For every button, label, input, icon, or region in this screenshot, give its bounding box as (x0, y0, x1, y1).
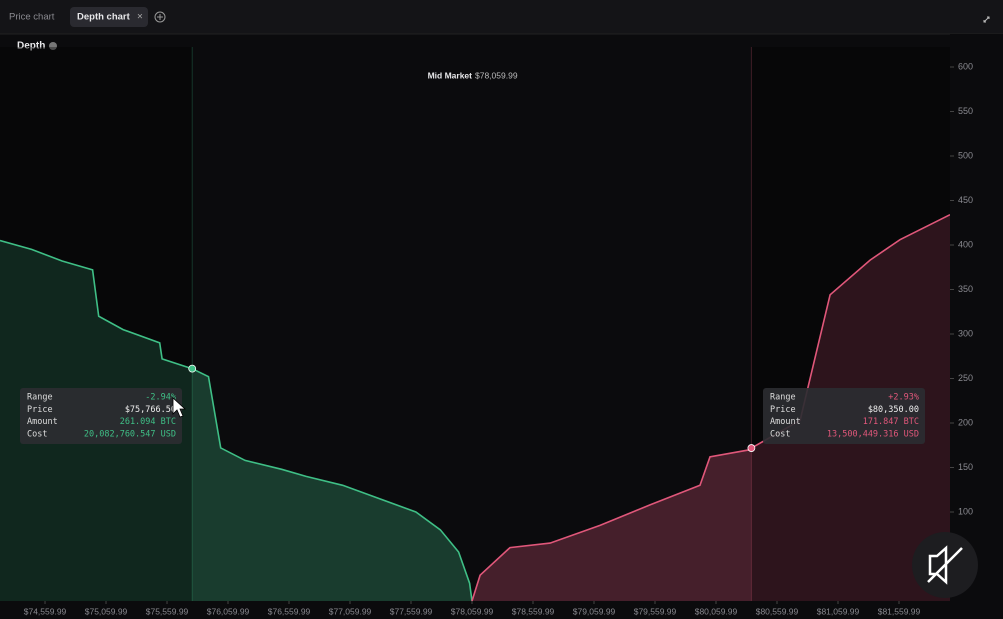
y-tick-label: 400 (958, 239, 973, 249)
y-tick-label: 500 (958, 150, 973, 160)
tooltip-value: -2.94% (145, 393, 176, 403)
x-tick-label: $81,059.99 (817, 606, 860, 616)
hover-point (747, 444, 756, 452)
tooltip-value: +2.93% (888, 393, 919, 403)
expand[interactable] (983, 16, 990, 23)
y-tick-label: 600 (958, 61, 973, 71)
cursor (172, 397, 187, 418)
y-tick-label: 100 (958, 506, 973, 516)
y-tick-label: 200 (958, 417, 973, 427)
active-tab[interactable] (70, 7, 148, 27)
tooltip-value: $80,350.00 (868, 405, 919, 415)
x-tick-label: $80,059.99 (695, 606, 738, 616)
mid-market-value: $78,059.99 (475, 70, 518, 80)
tooltip-key: Amount (27, 417, 58, 427)
tooltip-key: Cost (770, 429, 790, 439)
depth-area (0, 240, 472, 601)
tooltip (20, 388, 182, 444)
mute-icon (927, 545, 963, 585)
mid-market-label: Mid Market (428, 70, 473, 80)
y-tick-label: 250 (958, 373, 973, 383)
x-tick-label: $75,059.99 (85, 606, 128, 616)
tooltip-key: Price (27, 405, 53, 415)
info-icon[interactable] (49, 42, 57, 50)
depth-line (471, 213, 951, 602)
depth-area (472, 214, 950, 601)
y-tick-label: 300 (958, 328, 973, 338)
y-tick-label: 450 (958, 195, 973, 205)
tooltip (763, 388, 925, 444)
tooltip-value: $75,766.50 (125, 405, 176, 415)
x-axis-bg (0, 603, 1003, 619)
y-tick-label: 350 (958, 284, 973, 294)
x-tick-label: $78,559.99 (512, 606, 555, 616)
y-tick-label: 150 (958, 462, 973, 472)
x-tick-label: $76,559.99 (268, 606, 311, 616)
hover-shade (0, 47, 193, 601)
axis-bg (950, 34, 1003, 619)
tooltip-value: 13,500,449.316 USD (827, 429, 919, 439)
tooltip-key: Amount (770, 417, 801, 427)
y-tick-label: 550 (958, 106, 973, 116)
x-tick-label: $78,059.99 (451, 606, 494, 616)
tooltip-key: Cost (27, 429, 47, 439)
add-tab[interactable] (154, 11, 166, 23)
hover-shade (751, 47, 950, 601)
tab[interactable]: Price chart (9, 12, 55, 23)
chart-title: Depth (17, 41, 45, 52)
plot: 100 150 200 250 300 350 400 450 500 550 600 $74,559… (0, 34, 1003, 619)
x-tick-label: $79,559.99 (634, 606, 677, 616)
depth-line (0, 239, 473, 602)
tooltip-key: Price (770, 405, 796, 415)
tooltip-value: 171.847 BTC (863, 417, 919, 427)
x-tick-label: $74,559.99 (24, 606, 67, 616)
hover-point (188, 364, 197, 373)
tab-bar (0, 0, 1003, 34)
x-tick-label: $77,559.99 (390, 606, 433, 616)
add-icon (157, 14, 163, 20)
x-tick-label: $80,559.99 (756, 606, 799, 616)
tooltip-value: 261.094 BTC (120, 417, 176, 427)
tooltip-value: 20,082,760.547 USD (84, 429, 176, 439)
tooltip-key: Range (27, 393, 53, 403)
x-tick-label: $81,559.99 (878, 606, 921, 616)
x-tick-label: $77,059.99 (329, 606, 372, 616)
x-tick-label: $79,059.99 (573, 606, 616, 616)
x-tick-label: $75,559.99 (146, 606, 189, 616)
x-tick-label: $76,059.99 (207, 606, 250, 616)
close-tab[interactable]: × (137, 12, 143, 23)
tab[interactable]: Depth chart (77, 12, 131, 23)
tooltip-key: Range (770, 393, 796, 403)
